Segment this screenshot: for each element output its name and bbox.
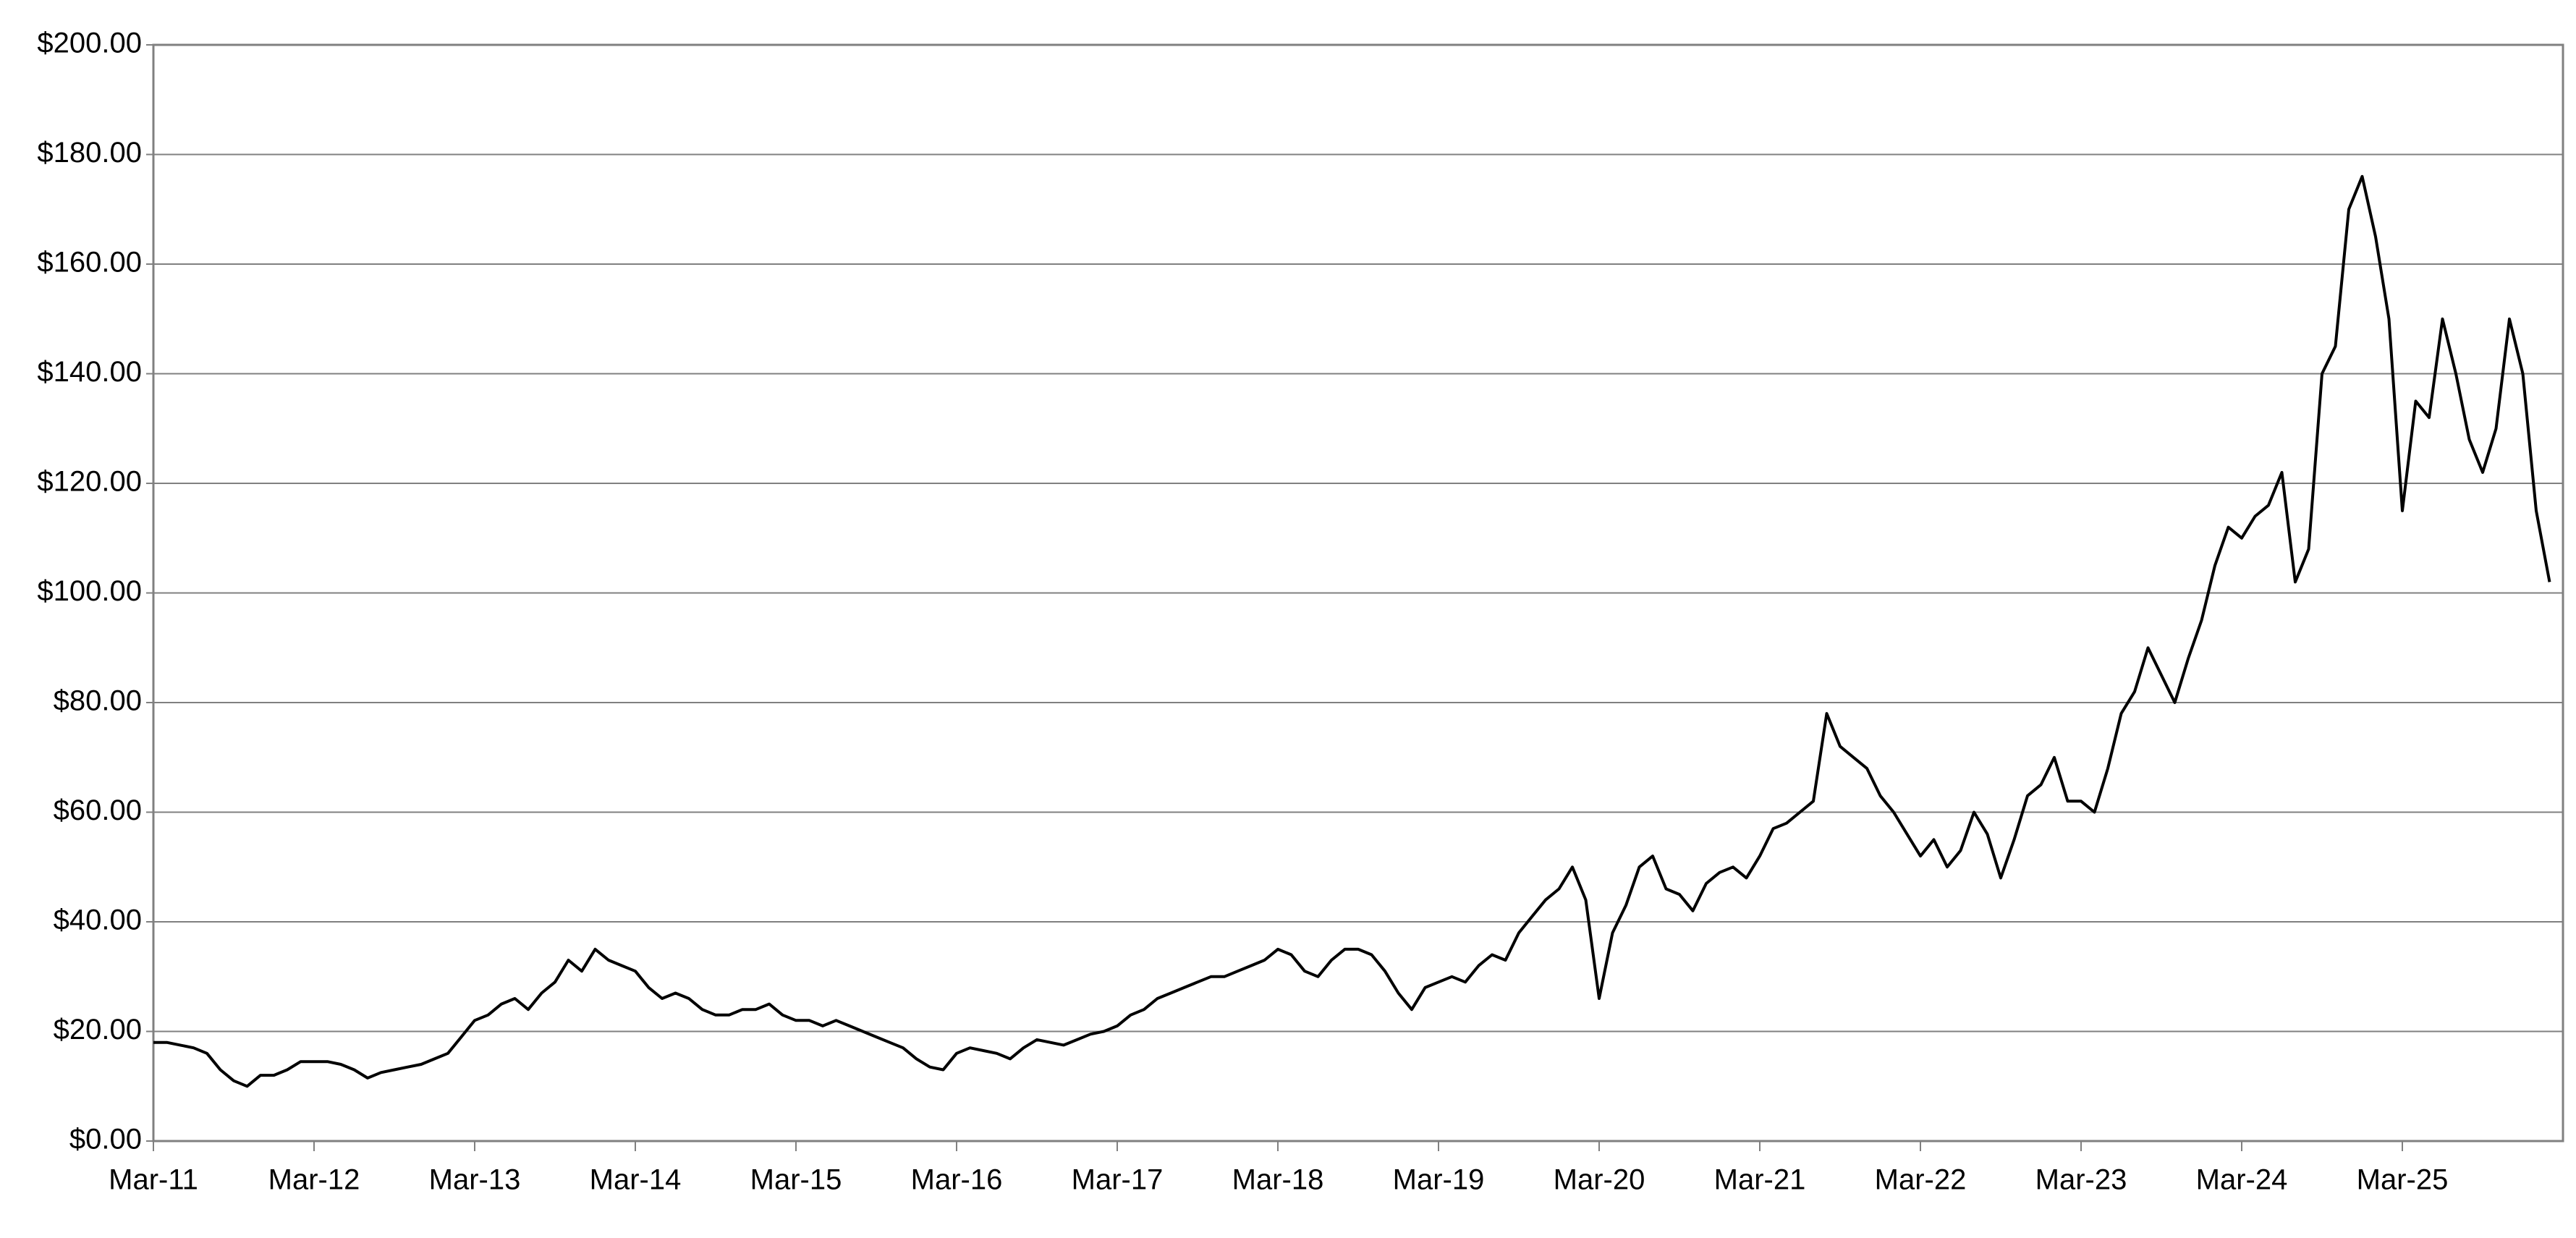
x-tick-label: Mar-19 [1393,1164,1485,1196]
y-tick-label: $140.00 [37,356,142,388]
x-tick-label: Mar-22 [1875,1164,1967,1196]
y-tick-label: $0.00 [69,1124,142,1156]
x-tick-label: Mar-21 [1714,1164,1806,1196]
y-tick-label: $160.00 [37,247,142,279]
y-tick-label: $120.00 [37,466,142,498]
y-tick-label: $20.00 [54,1014,142,1046]
y-tick-label: $200.00 [37,27,142,59]
x-tick-label: Mar-17 [1072,1164,1164,1196]
x-tick-label: Mar-16 [911,1164,1003,1196]
x-tick-label: Mar-24 [2196,1164,2288,1196]
y-tick-label: $60.00 [54,794,142,826]
y-tick-label: $100.00 [37,575,142,607]
x-tick-label: Mar-13 [429,1164,521,1196]
x-tick-label: Mar-25 [2357,1164,2449,1196]
x-tick-label: Mar-12 [268,1164,360,1196]
x-tick-label: Mar-23 [2035,1164,2127,1196]
x-tick-label: Mar-20 [1554,1164,1645,1196]
y-tick-label: $40.00 [54,904,142,936]
price-line [153,174,2551,1088]
x-tick-label: Mar-11 [109,1164,198,1196]
y-tick-label: $180.00 [37,137,142,169]
x-tick-label: Mar-14 [590,1164,682,1196]
plot-frame [152,43,2564,1142]
x-tick-label: Mar-18 [1232,1164,1324,1196]
y-tick-label: $80.00 [54,685,142,717]
x-tick-label: Mar-15 [750,1164,842,1196]
